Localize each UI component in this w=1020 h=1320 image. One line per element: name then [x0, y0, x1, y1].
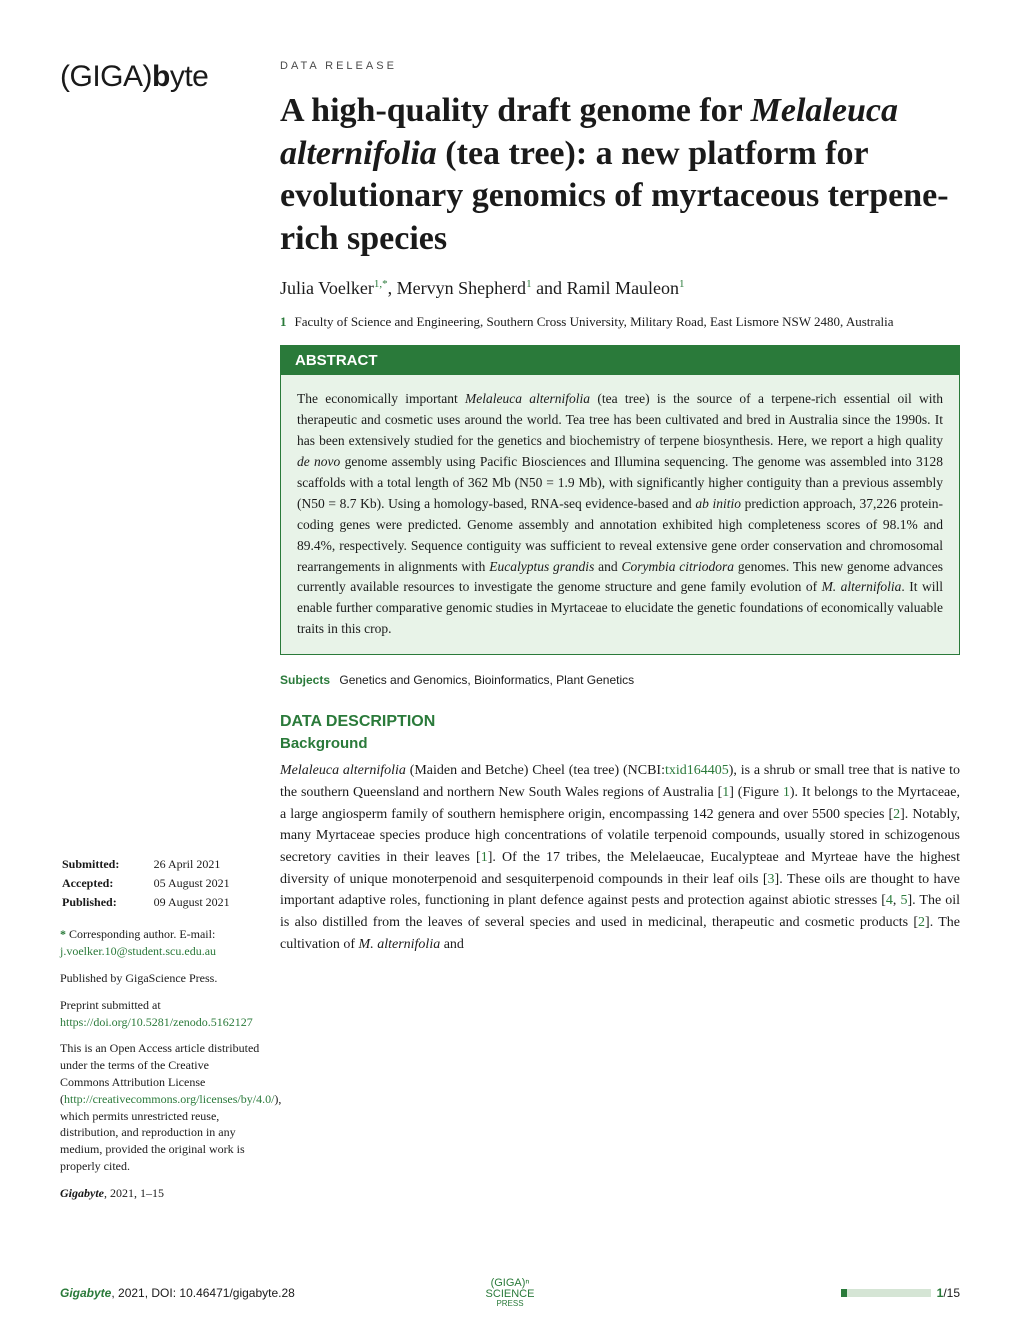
- subsection-heading: Background: [280, 735, 960, 752]
- bd-10[interactable]: 1: [481, 850, 488, 865]
- corresponding-email[interactable]: j.voelker.10@student.scu.edu.au: [60, 944, 216, 958]
- bd-6[interactable]: 1: [783, 785, 790, 800]
- footer-citation: Gigabyte, 2021, DOI: 10.46471/gigabyte.2…: [60, 1286, 295, 1300]
- logo-part1: (GIGA): [60, 60, 152, 93]
- journal-logo: (GIGA)byte: [60, 60, 260, 94]
- subjects-label: Subjects: [280, 673, 330, 687]
- corresponding-author: * Corresponding author. E-mail: j.voelke…: [60, 926, 260, 960]
- footer-right: 1/15: [841, 1286, 960, 1300]
- abstract-header: ABSTRACT: [281, 346, 959, 375]
- bd-14[interactable]: 4: [886, 893, 893, 908]
- submitted-date: 26 April 2021: [154, 856, 258, 873]
- corresponding-text: Corresponding author. E-mail:: [69, 927, 215, 941]
- bd-12[interactable]: 3: [768, 872, 775, 887]
- preprint-text: Preprint submitted at: [60, 998, 161, 1012]
- page-total: /15: [943, 1286, 960, 1300]
- abstract-box: ABSTRACT The economically important Mela…: [280, 345, 960, 655]
- accepted-label: Accepted:: [62, 875, 152, 892]
- page-number: 1/15: [937, 1286, 960, 1300]
- affiliation-text: Faculty of Science and Engineering, Sout…: [295, 313, 894, 331]
- sidebar-column: (GIGA)byte Submitted:26 April 2021 Accep…: [60, 60, 260, 1202]
- dates-table: Submitted:26 April 2021 Accepted:05 Augu…: [60, 854, 260, 912]
- abs-8: and: [594, 559, 621, 574]
- submitted-label: Submitted:: [62, 856, 152, 873]
- logo-part3: yte: [170, 60, 209, 93]
- subjects-value: Genetics and Genomics, Bioinformatics, P…: [339, 673, 634, 687]
- bd-5: ] (Figure: [729, 785, 783, 800]
- preprint-info: Preprint submitted at https://doi.org/10…: [60, 997, 260, 1031]
- main-column: DATA RELEASE A high-quality draft genome…: [280, 60, 960, 1202]
- footer-journal: Gigabyte: [60, 1286, 111, 1300]
- logo-part2: b: [152, 60, 170, 93]
- page-progress-bar: [841, 1289, 931, 1297]
- abs-9: Corymbia citriodora: [621, 559, 734, 574]
- license-link[interactable]: http://creativecommons.org/licenses/by/4…: [64, 1092, 274, 1106]
- bd-0: Melaleuca alternifolia: [280, 763, 406, 778]
- abs-11: M. alternifolia: [822, 579, 902, 594]
- published-date: 09 August 2021: [154, 894, 258, 911]
- published-label: Published:: [62, 894, 152, 911]
- author-2-sup: 1: [526, 278, 532, 290]
- bd-1: (Maiden and Betche) Cheel (tea tree) (NC…: [406, 763, 665, 778]
- press-logo-line3: PRESS: [486, 1300, 535, 1308]
- citation-journal: Gigabyte: [60, 1186, 104, 1200]
- bd-20: M. alternifolia: [359, 937, 441, 952]
- author-3: Ramil Mauleon: [567, 278, 679, 298]
- section-heading: DATA DESCRIPTION: [280, 713, 960, 731]
- article-title: A high-quality draft genome for Melaleuc…: [280, 90, 960, 260]
- published-by: Published by GigaScience Press.: [60, 970, 260, 987]
- abstract-body: The economically important Melaleuca alt…: [281, 375, 959, 654]
- citation-rest: , 2021, 1–15: [104, 1186, 164, 1200]
- abs-7: Eucalyptus grandis: [489, 559, 594, 574]
- author-3-sup: 1: [679, 278, 685, 290]
- press-logo: (GIGA)ⁿ SCIENCE PRESS: [486, 1278, 535, 1308]
- abs-5: ab initio: [695, 496, 741, 511]
- license-text: This is an Open Access article distribut…: [60, 1040, 260, 1174]
- abs-0: The economically important: [297, 391, 465, 406]
- progress-empty: [847, 1289, 931, 1297]
- footer-doi: , 2021, DOI: 10.46471/gigabyte.28: [111, 1286, 294, 1300]
- authors: Julia Voelker1,*, Mervyn Shepherd1 and R…: [280, 278, 960, 299]
- author-2: Mervyn Shepherd: [397, 278, 526, 298]
- affiliation: 1 Faculty of Science and Engineering, So…: [280, 313, 960, 331]
- author-1-sup: 1,*: [374, 278, 388, 290]
- sidebar-meta: Submitted:26 April 2021 Accepted:05 Augu…: [60, 854, 260, 1202]
- abs-3: de novo: [297, 454, 340, 469]
- bd-21: and: [440, 937, 464, 952]
- subjects: Subjects Genetics and Genomics, Bioinfor…: [280, 673, 960, 687]
- abs-1: Melaleuca alternifolia: [465, 391, 590, 406]
- title-text-1: A high-quality draft genome for: [280, 92, 751, 129]
- bd-18[interactable]: 2: [918, 915, 925, 930]
- article-type: DATA RELEASE: [280, 60, 960, 72]
- affiliation-num: 1: [280, 313, 287, 331]
- bd-2[interactable]: txid164405: [665, 763, 729, 778]
- preprint-link[interactable]: https://doi.org/10.5281/zenodo.5162127: [60, 1015, 253, 1029]
- body-text: Melaleuca alternifolia (Maiden and Betch…: [280, 760, 960, 955]
- author-1: Julia Voelker: [280, 278, 374, 298]
- page-footer: Gigabyte, 2021, DOI: 10.46471/gigabyte.2…: [60, 1286, 960, 1300]
- asterisk-icon: *: [60, 927, 66, 941]
- accepted-date: 05 August 2021: [154, 875, 258, 892]
- citation: Gigabyte, 2021, 1–15: [60, 1185, 260, 1202]
